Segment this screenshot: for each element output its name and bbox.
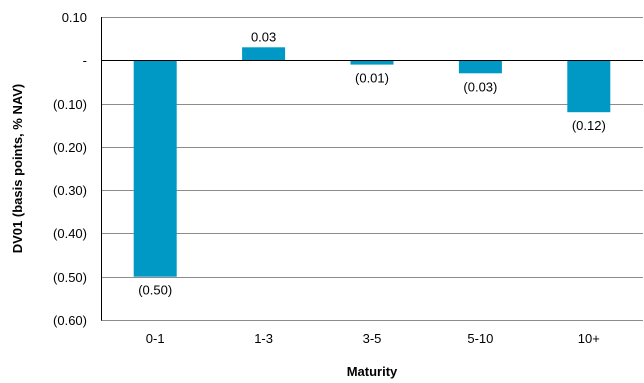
data-label: (0.01) xyxy=(355,71,389,86)
y-tick-label: (0.50) xyxy=(53,270,87,285)
x-tick-label: 1-3 xyxy=(254,331,273,346)
data-label: 0.03 xyxy=(251,29,276,44)
bar-10+ xyxy=(567,60,611,113)
bar-0-1 xyxy=(133,60,177,277)
bar-1-3 xyxy=(242,47,286,61)
x-tick-label: 3-5 xyxy=(363,331,382,346)
y-tick-label: (0.10) xyxy=(53,97,87,112)
data-label: (0.50) xyxy=(138,283,172,298)
y-tick-label: - xyxy=(83,53,87,68)
axes xyxy=(101,17,643,321)
y-tick-label: (0.20) xyxy=(53,140,87,155)
x-tick-label: 5-10 xyxy=(467,331,493,346)
y-tick-label: (0.60) xyxy=(53,313,87,328)
y-tick-label: (0.40) xyxy=(53,226,87,241)
x-tick-label: 0-1 xyxy=(146,331,165,346)
y-axis-title: DV01 (basis points, % NAV) xyxy=(10,84,25,254)
y-tick-label: (0.30) xyxy=(53,183,87,198)
x-tick-label: 10+ xyxy=(578,331,600,346)
labels: 0.10 - (0.10) (0.20) (0.30) (0.40) (0.50) (0.60… xyxy=(53,10,606,346)
y-tick-label: 0.10 xyxy=(62,10,87,25)
bar-series xyxy=(133,47,611,277)
data-label: (0.03) xyxy=(463,79,497,94)
data-label: (0.12) xyxy=(572,118,606,133)
bar-3-5 xyxy=(350,60,394,65)
x-axis-title: Maturity xyxy=(347,364,398,379)
bar-5-10 xyxy=(458,60,502,74)
